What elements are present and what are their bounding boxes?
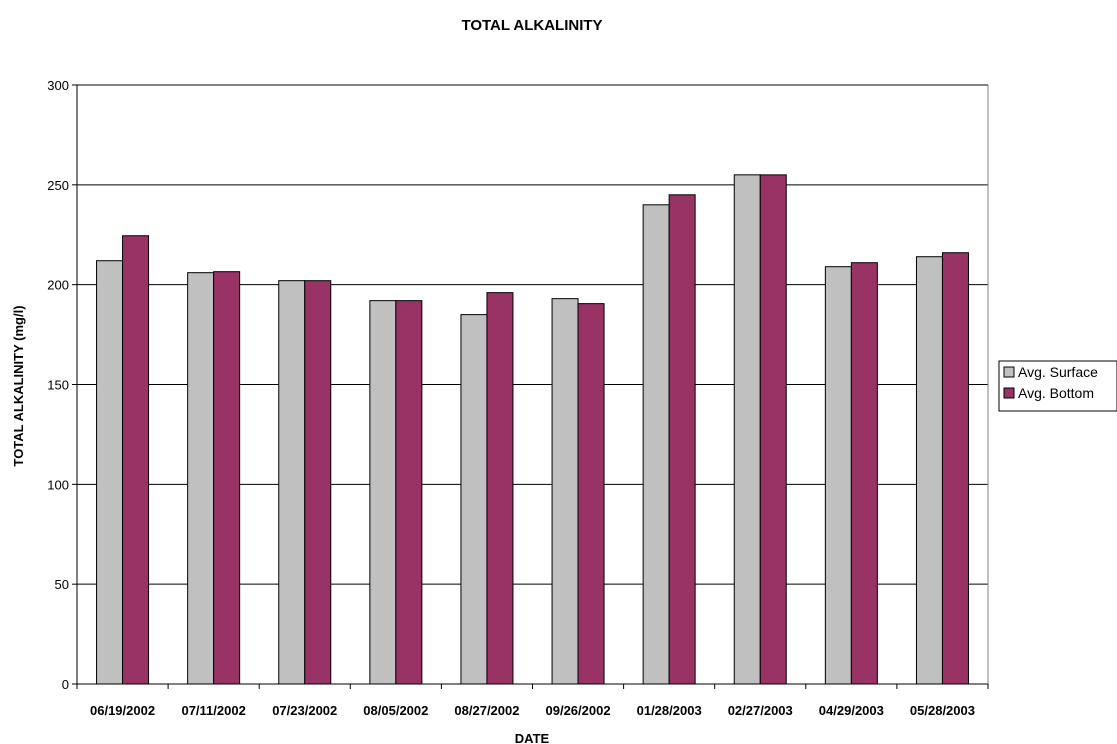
bar-avg-bottom bbox=[941, 252, 969, 685]
x-tick-label: 05/28/2003 bbox=[910, 703, 975, 718]
bar-group bbox=[96, 174, 969, 685]
x-tick-label: 02/27/2003 bbox=[728, 703, 793, 718]
chart-title: TOTAL ALKALINITY bbox=[461, 17, 602, 34]
y-axis-title: TOTAL ALKALINITY (mg/l) bbox=[11, 305, 26, 466]
bar-avg-bottom bbox=[486, 292, 514, 685]
bar-avg-bottom bbox=[213, 271, 241, 685]
bar-avg-bottom bbox=[304, 280, 332, 685]
y-tick-label: 50 bbox=[55, 577, 69, 592]
bar-avg-surface bbox=[551, 298, 579, 685]
legend: Avg. Surface Avg. Bottom bbox=[998, 360, 1117, 412]
x-tick-label: 07/23/2002 bbox=[272, 703, 337, 718]
legend-swatch bbox=[1003, 387, 1015, 399]
bar-avg-bottom bbox=[122, 235, 150, 685]
bar-avg-bottom bbox=[850, 262, 878, 685]
y-tick-label: 100 bbox=[47, 477, 69, 492]
y-tick-label: 150 bbox=[47, 378, 69, 393]
y-tick-label: 250 bbox=[47, 178, 69, 193]
x-tick-label: 08/05/2002 bbox=[363, 703, 428, 718]
x-axis-title: DATE bbox=[515, 731, 550, 744]
bar-avg-surface bbox=[369, 300, 397, 685]
bar-avg-surface bbox=[278, 280, 306, 685]
x-tick-label: 08/27/2002 bbox=[454, 703, 519, 718]
legend-swatch bbox=[1003, 366, 1015, 378]
x-tick-label: 09/26/2002 bbox=[546, 703, 611, 718]
x-tick-labels: 06/19/2002 07/11/2002 07/23/2002 08/05/2002… bbox=[90, 703, 975, 718]
x-tick-label: 01/28/2003 bbox=[637, 703, 702, 718]
bar-avg-surface bbox=[96, 260, 124, 685]
bar-avg-surface bbox=[187, 272, 215, 685]
legend-label: Avg. Bottom bbox=[1018, 385, 1094, 401]
bar-avg-surface bbox=[460, 314, 488, 685]
y-tick-labels: 0 50 100 150 200 250 300 bbox=[47, 78, 69, 692]
y-tick-label: 0 bbox=[62, 677, 69, 692]
bar-avg-bottom bbox=[395, 300, 423, 685]
bar-avg-surface bbox=[824, 266, 852, 685]
bar-avg-surface bbox=[642, 204, 670, 685]
legend-label: Avg. Surface bbox=[1018, 364, 1098, 380]
bar-avg-bottom bbox=[577, 303, 605, 685]
bar-avg-surface bbox=[915, 256, 943, 685]
bar-avg-bottom bbox=[668, 194, 696, 685]
x-tick-label: 06/19/2002 bbox=[90, 703, 155, 718]
x-tick-label: 07/11/2002 bbox=[181, 703, 245, 718]
x-tick-label: 04/29/2003 bbox=[819, 703, 884, 718]
legend-box bbox=[998, 360, 1117, 412]
y-tick-label: 200 bbox=[47, 278, 69, 293]
y-tick-label: 300 bbox=[47, 78, 69, 93]
bar-avg-bottom bbox=[759, 174, 787, 685]
axes bbox=[72, 84, 989, 689]
bar-avg-surface bbox=[733, 174, 761, 685]
